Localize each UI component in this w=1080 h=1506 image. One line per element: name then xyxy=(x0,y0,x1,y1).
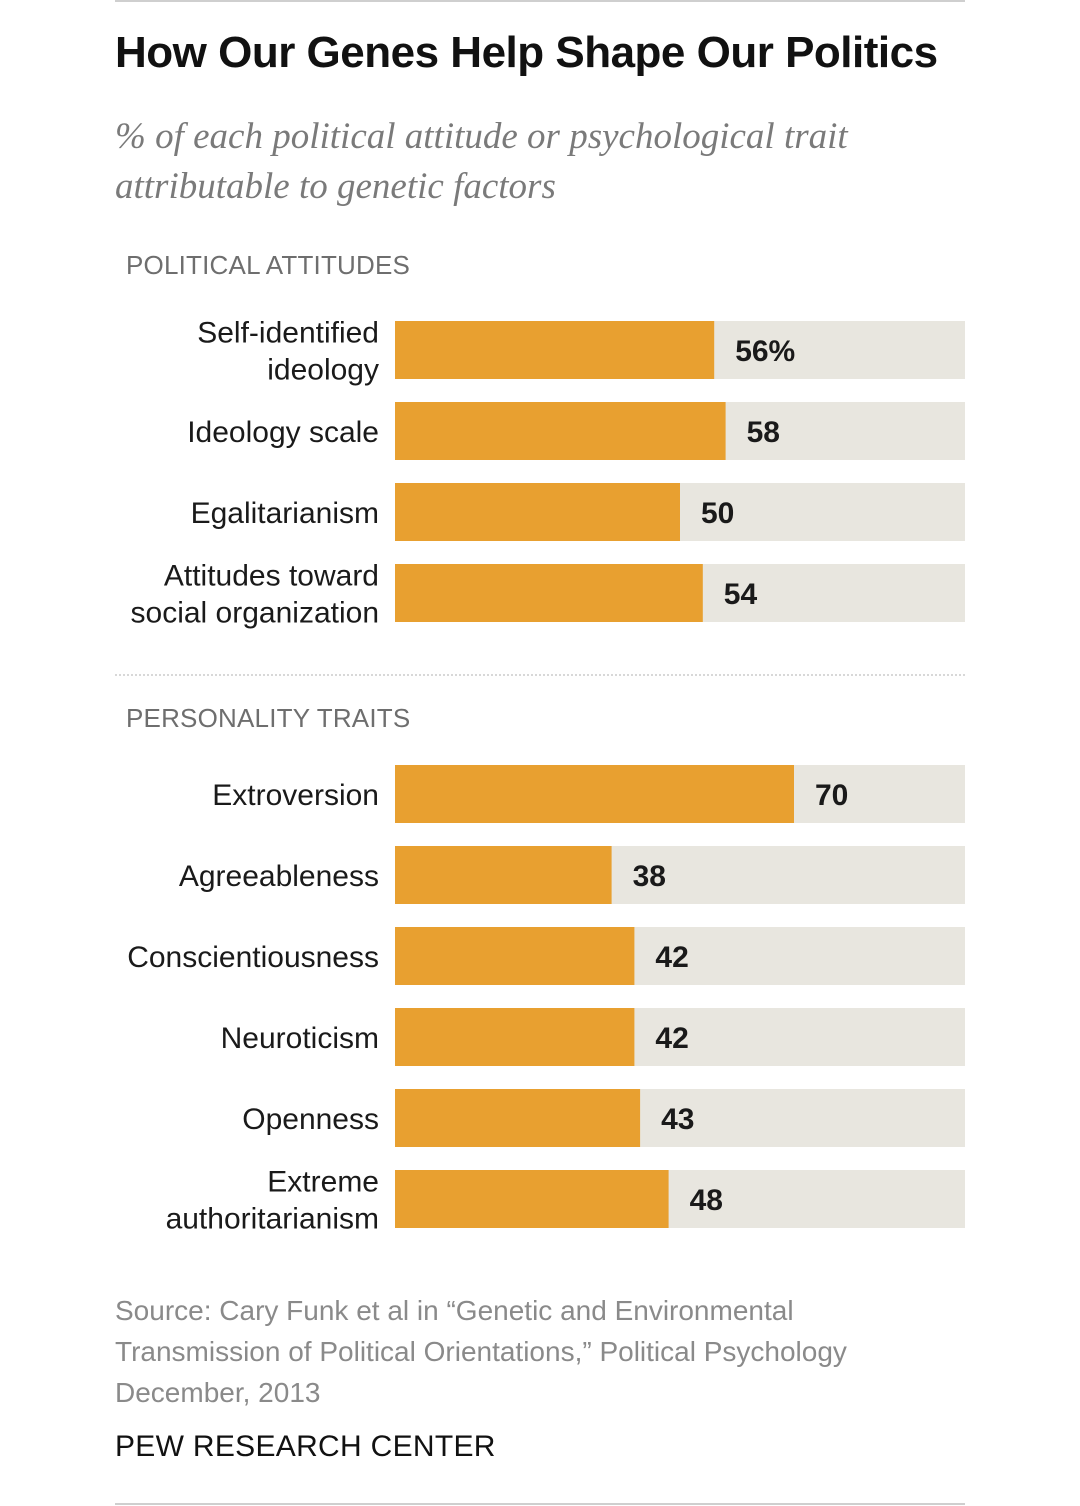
value-label: 70 xyxy=(815,779,848,812)
source-note: Source: Cary Funk et al in “Genetic and … xyxy=(115,1290,965,1413)
subtitle-line: % of each political attitude or psycholo… xyxy=(115,116,848,157)
category-label: Egalitarianism xyxy=(191,497,379,530)
category-label: Extroversion xyxy=(212,779,379,812)
bar xyxy=(395,564,703,622)
value-label: 42 xyxy=(655,941,688,974)
bottom-rule xyxy=(115,1503,965,1505)
source-line: Transmission of Political Orientations,”… xyxy=(115,1336,847,1367)
value-label: 38 xyxy=(633,860,666,893)
value-label: 54 xyxy=(724,578,758,611)
category-label: Attitudes toward xyxy=(164,560,379,593)
value-label: 43 xyxy=(661,1103,694,1136)
bar xyxy=(395,1089,641,1147)
category-label: Extreme xyxy=(267,1166,379,1199)
bar xyxy=(395,927,635,985)
category-label: Self-identified xyxy=(197,317,379,350)
category-label: Openness xyxy=(242,1103,379,1136)
value-label: 58 xyxy=(747,416,780,449)
value-label: 56% xyxy=(735,335,795,368)
category-label: ideology xyxy=(267,354,379,387)
chart-title: How Our Genes Help Shape Our Politics xyxy=(115,28,938,77)
category-label: authoritarianism xyxy=(166,1203,379,1236)
section-label-personality-traits: PERSONALITY TRAITS xyxy=(126,703,411,733)
bar xyxy=(395,765,794,823)
bar xyxy=(395,483,680,541)
category-label: Conscientiousness xyxy=(127,941,379,974)
source-line: December, 2013 xyxy=(115,1377,321,1408)
top-rule xyxy=(115,0,965,2)
section-divider xyxy=(115,674,965,676)
value-label: 48 xyxy=(690,1184,723,1217)
subtitle-line: attributable to genetic factors xyxy=(115,166,556,207)
category-label: Ideology scale xyxy=(187,416,379,449)
category-label: Neuroticism xyxy=(221,1022,379,1055)
source-line: Source: Cary Funk et al in “Genetic and … xyxy=(115,1295,794,1326)
bar xyxy=(395,321,715,379)
bar xyxy=(395,846,612,904)
section-label-political-attitudes: POLITICAL ATTITUDES xyxy=(126,250,411,280)
category-label: social organization xyxy=(131,597,379,630)
bar xyxy=(395,1008,635,1066)
value-label: 42 xyxy=(655,1022,688,1055)
bar xyxy=(395,1170,669,1228)
org-credit: PEW RESEARCH CENTER xyxy=(115,1430,496,1463)
category-label: Agreeableness xyxy=(179,860,379,893)
value-label: 50 xyxy=(701,497,734,530)
bar xyxy=(395,402,726,460)
chart-subtitle: % of each political attitude or psycholo… xyxy=(115,112,975,212)
